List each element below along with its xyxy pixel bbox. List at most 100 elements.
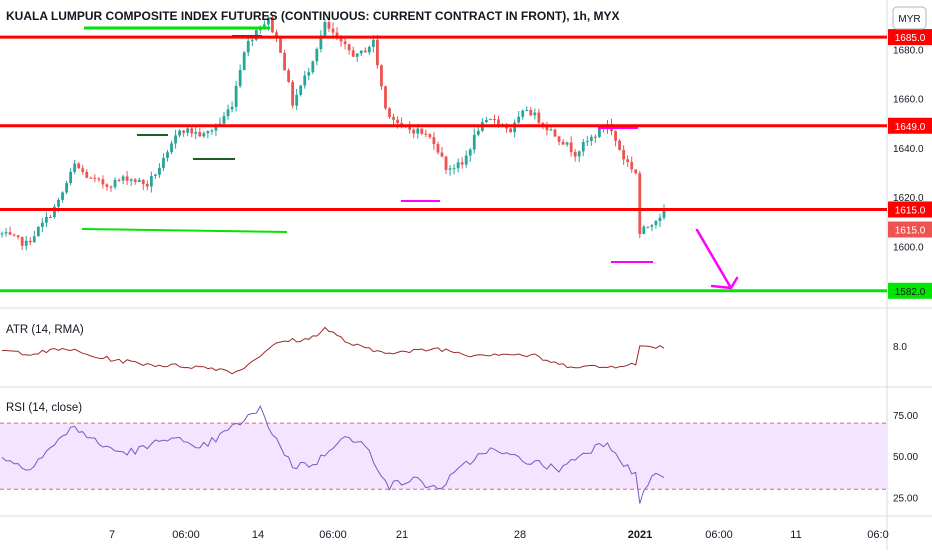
candle-body [468, 149, 472, 156]
candle-body [174, 135, 177, 144]
price-tick-label: 1640.0 [893, 144, 924, 155]
candle-body [230, 106, 234, 110]
candle-body [525, 109, 529, 111]
candle-body [117, 179, 121, 181]
time-axis[interactable]: 7 06:00 14 06:00 21 28 2021 06:00 11 06:0 [109, 529, 889, 541]
candle-body [287, 70, 290, 82]
candle-body [77, 163, 81, 169]
candle-body [162, 157, 165, 168]
candle-body [153, 174, 157, 177]
candle-body [367, 46, 371, 53]
candle-body [460, 162, 464, 165]
level-price-label: 1615.0 [895, 205, 926, 216]
candle-body [618, 140, 621, 150]
candle-body [400, 123, 404, 126]
candle-body [509, 128, 513, 133]
candle-body [359, 50, 363, 54]
candle-body [109, 186, 113, 188]
candle-body [194, 132, 198, 134]
level-price-tag [888, 201, 932, 218]
price-axis[interactable]: 1600.0 1620.0 1640.0 1660.0 1680.0 [893, 45, 924, 253]
candle-body [20, 237, 24, 246]
candle-body [226, 109, 230, 117]
rsi-axis[interactable]: 25.00 50.00 75.00 [893, 411, 918, 505]
candle-body [553, 129, 557, 137]
price-tick-label: 1600.0 [893, 242, 924, 253]
candle-body [0, 233, 4, 235]
candle-body [541, 122, 545, 126]
candle-body [448, 168, 452, 170]
candle-body [484, 119, 488, 123]
trend-drawings [81, 26, 739, 290]
atr-series [2, 326, 665, 375]
candle-body [420, 128, 424, 134]
support-trendline [81, 228, 288, 233]
time-tick-label: 2021 [628, 529, 652, 541]
atr-legend-text: ATR (14, RMA) [6, 324, 84, 336]
currency-button[interactable]: MYR [892, 6, 927, 30]
candle-body [315, 49, 319, 62]
candle-body [186, 128, 190, 133]
rsi-tick-label: 50.00 [893, 452, 918, 463]
candle-body [45, 216, 48, 223]
candle-body [222, 116, 226, 124]
candle-body [521, 110, 525, 117]
level-price-tag [888, 29, 932, 46]
rsi-band [0, 422, 887, 490]
candle-body [424, 133, 428, 135]
candle-body [129, 179, 133, 181]
candle-body [24, 240, 28, 246]
candle-body [634, 169, 638, 174]
atr-axis[interactable]: 8.0 [893, 342, 907, 353]
candle-body [57, 199, 60, 207]
rsi-series [1, 405, 665, 504]
candle-body [384, 86, 387, 109]
currency-label: MYR [898, 14, 920, 25]
candle-body [125, 176, 129, 181]
rsi-line [1, 405, 665, 504]
candle-body [198, 132, 202, 137]
candle-body [49, 216, 52, 218]
candle-body [295, 94, 299, 106]
candle-body [517, 116, 521, 123]
candle-body [614, 131, 617, 141]
candle-body [351, 50, 355, 57]
candle-body [73, 163, 77, 172]
price-tick-label: 1620.0 [893, 193, 924, 204]
price-tick-label: 1680.0 [893, 45, 924, 56]
candle-body [299, 85, 303, 95]
candle-body [489, 118, 492, 120]
candle-body [178, 130, 182, 136]
level-price-label: 1685.0 [895, 33, 926, 44]
candle-body [149, 176, 153, 187]
candle-body [335, 32, 339, 39]
candle-body [598, 127, 601, 137]
candle-body [85, 171, 89, 178]
candle-body [105, 184, 109, 187]
candle-body [577, 151, 581, 157]
atr-tick-label: 8.0 [893, 342, 907, 353]
candle-body [291, 81, 295, 106]
candle-body [557, 136, 561, 142]
rsi-legend[interactable]: RSI (14, close) [6, 402, 82, 414]
candle-body [533, 112, 537, 116]
candle-body [307, 72, 311, 76]
candle-body [323, 22, 327, 36]
candle-body [662, 208, 666, 218]
candle-body [36, 226, 40, 237]
candle-body [202, 133, 206, 137]
candle-body [537, 112, 541, 123]
down-arrow-icon [695, 228, 739, 290]
candle-body [646, 226, 650, 228]
candle-body [654, 221, 658, 226]
time-tick-label: 11 [790, 529, 801, 541]
level-price-tag [888, 117, 932, 134]
candle-body [65, 183, 68, 193]
candle-body [650, 225, 654, 227]
candle-body [28, 240, 32, 243]
candle-body [121, 176, 125, 181]
atr-legend[interactable]: ATR (14, RMA) [6, 324, 84, 336]
